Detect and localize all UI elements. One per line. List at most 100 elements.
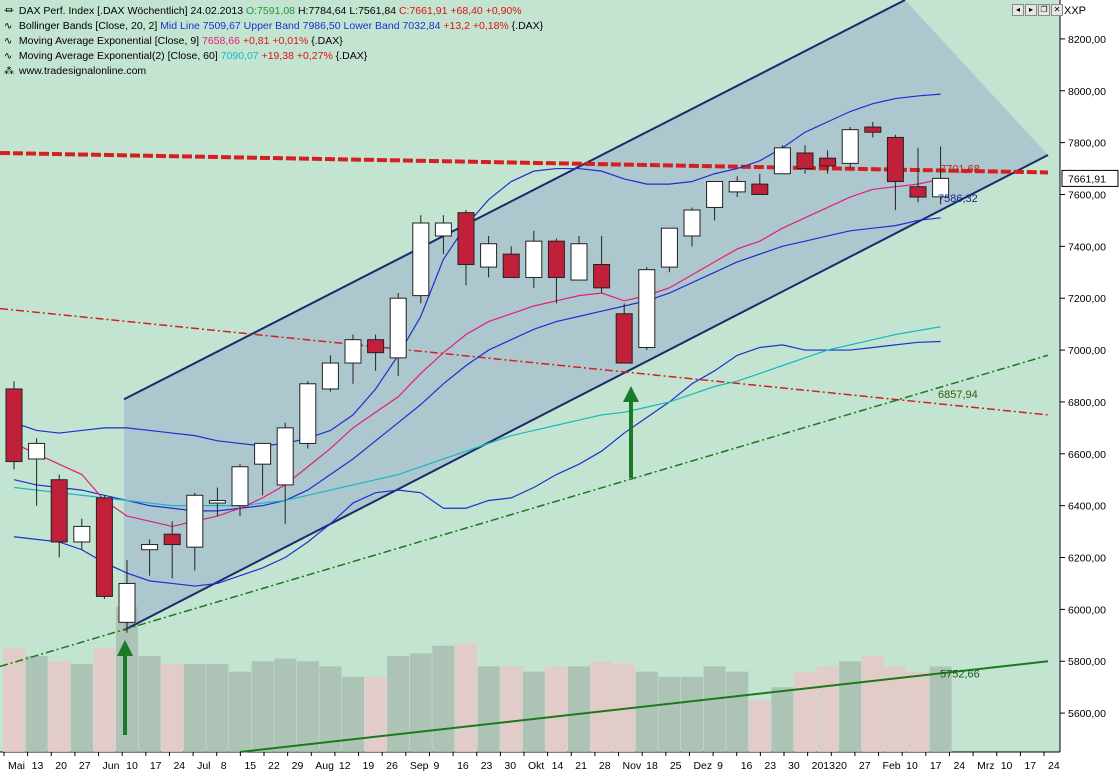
x-tick-label: 23 (481, 760, 493, 772)
last-price-box (1061, 169, 1119, 187)
candle-body (231, 466, 249, 507)
candle-body (412, 222, 430, 297)
bollinger-lower-price-label: 7586,32 (938, 193, 978, 205)
x-tick-label: 13 (32, 760, 44, 772)
volume-bar (545, 666, 568, 752)
volume-bar (138, 656, 161, 752)
candle-body (367, 339, 385, 354)
legend-ema60-row: ∿ Moving Average Exponential(2) [Close, … (4, 49, 543, 64)
bollinger-lower: Lower Band 7032,84 (343, 20, 441, 32)
candle (186, 492, 204, 571)
candle (95, 495, 113, 600)
x-tick-label: 20 (835, 760, 847, 772)
volume-bar (884, 666, 907, 752)
channel-lower-line (123, 154, 1049, 632)
volume-bar (590, 661, 613, 752)
candle-body (28, 442, 46, 460)
candle-body (299, 383, 317, 444)
volume-bar (161, 663, 184, 752)
x-tick-label: 16 (741, 760, 753, 772)
volume-bar (409, 653, 432, 752)
x-tick-label: 23 (764, 760, 776, 772)
candle-body (254, 442, 272, 465)
candle-body (480, 243, 498, 268)
y-tick-label: 8200,00 (1068, 34, 1106, 46)
legend-bollinger-row: ∿ Bollinger Bands [Close, 20, 2] Mid Lin… (4, 19, 543, 34)
window-controls: ◂ ▸ ❐ ✕ (1012, 4, 1063, 16)
y-tick-label: 7600,00 (1068, 189, 1106, 201)
candle-body (683, 209, 701, 237)
ema9-symbol: {.DAX} (311, 35, 343, 47)
long-support-line (239, 660, 1049, 753)
bollinger-upper-line (13, 93, 941, 447)
candle (208, 487, 226, 517)
volume-bar (48, 661, 71, 752)
candle-body (50, 479, 68, 543)
candles (5, 121, 950, 633)
candle-body (321, 362, 339, 390)
y-tick-label: 7800,00 (1068, 138, 1106, 150)
x-tick-label: 30 (504, 760, 516, 772)
ema9-value: 7658,66 (202, 35, 240, 47)
y-axis-area (1060, 0, 1120, 776)
x-tick-label: Jul (197, 760, 210, 772)
x-axis-area (0, 752, 1060, 776)
buy-arrow-left (117, 640, 133, 735)
restore-icon[interactable]: ❐ (1038, 4, 1050, 16)
candle-body (819, 157, 837, 167)
instrument-title: DAX Perf. Index [.DAX Wöchentlich] 24.02… (18, 5, 244, 17)
y-tick-label: 5600,00 (1068, 708, 1106, 720)
cross-price-label: 6857,94 (938, 389, 978, 401)
bollinger-change: +13,2 +0,18% (443, 20, 509, 32)
support-dashdot-line (0, 354, 1049, 668)
ema60-symbol: {.DAX} (335, 50, 368, 62)
x-tick-label: 14 (552, 760, 564, 772)
x-tick-label: 25 (670, 760, 682, 772)
candle-body (751, 183, 769, 195)
website-link[interactable]: www.tradesignalonline.com (18, 65, 147, 77)
x-tick-label: 2013 (812, 760, 836, 772)
volume-bar (771, 687, 794, 752)
close-icon[interactable]: ✕ (1051, 4, 1063, 16)
y-tick-label: 6600,00 (1068, 449, 1106, 461)
x-tick-label: Sep (410, 760, 429, 772)
scroll-left-icon[interactable]: ◂ (1012, 4, 1024, 16)
scroll-right-icon[interactable]: ▸ (1025, 4, 1037, 16)
volume-bar (907, 671, 929, 752)
volume-bar (25, 656, 48, 752)
candle (367, 334, 385, 371)
candle (525, 230, 543, 288)
candle (344, 334, 362, 384)
volume-bar (477, 666, 500, 752)
volume-bar (726, 671, 749, 752)
y-tick-label: 8000,00 (1068, 86, 1106, 98)
ema60-change: +19,38 +0,27% (261, 50, 333, 62)
x-tick-label: 19 (363, 760, 375, 772)
ema60-name: Moving Average Exponential(2) [Close, 60… (18, 50, 218, 62)
x-tick-label: 18 (646, 760, 658, 772)
volume-bar (229, 671, 251, 752)
y-tick-label: 7200,00 (1068, 293, 1106, 305)
candle-body (593, 263, 611, 289)
candle (299, 381, 317, 449)
legend-ema9-row: ∿ Moving Average Exponential [Close, 9] … (4, 34, 543, 49)
indicator-line-icon: ∿ (4, 21, 13, 32)
x-tick-label: 8 (221, 760, 227, 772)
volume-bar (206, 663, 229, 752)
candle-body (344, 339, 362, 364)
candle (841, 127, 859, 169)
y-tick-label: 6200,00 (1068, 553, 1106, 565)
x-tick-label: 12 (339, 760, 351, 772)
x-tick-label: Dez (693, 760, 712, 772)
volume-bar (183, 663, 206, 752)
x-tick-label: 24 (1048, 760, 1060, 772)
bollinger-upper: Upper Band 7986,50 (243, 20, 341, 32)
ohlc-change: +68,40 +0,90% (450, 5, 522, 17)
candle-body (186, 494, 204, 548)
candle (773, 145, 791, 175)
ema9-name: Moving Average Exponential [Close, 9] (18, 35, 200, 47)
candle-body (638, 269, 656, 348)
volume-bar (342, 676, 364, 752)
candle-body (932, 177, 950, 198)
